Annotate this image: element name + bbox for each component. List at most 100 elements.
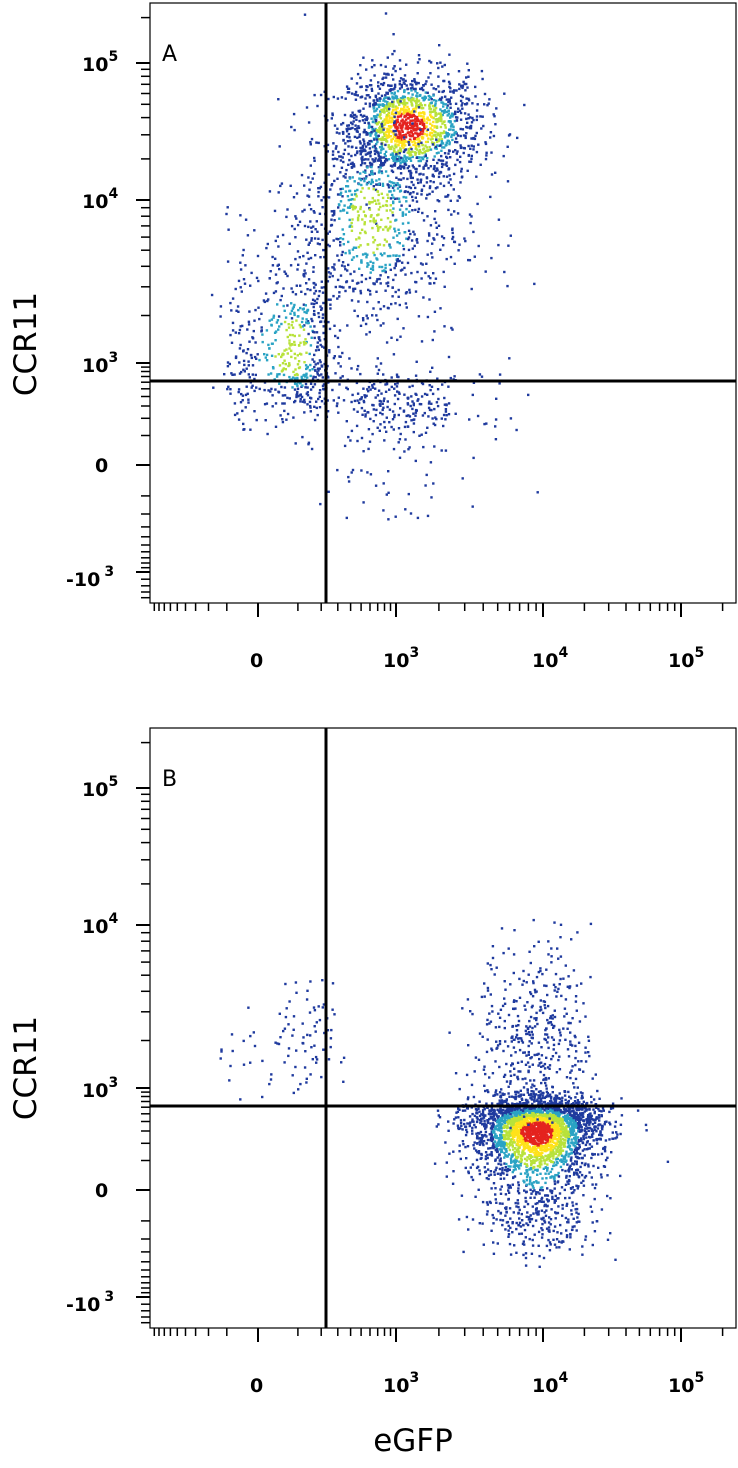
event-point	[377, 154, 380, 158]
event-point	[595, 1116, 598, 1119]
event-point	[383, 127, 386, 130]
event-point	[443, 63, 446, 67]
event-point	[408, 291, 412, 294]
event-point	[389, 184, 392, 187]
event-point	[379, 151, 382, 154]
event-point	[290, 349, 293, 352]
event-point	[480, 1117, 483, 1121]
event-point	[320, 308, 323, 311]
event-point	[534, 1155, 537, 1159]
event-point	[229, 333, 232, 337]
event-point	[399, 167, 402, 170]
event-point	[342, 399, 346, 402]
event-point	[299, 397, 302, 401]
event-point	[326, 232, 329, 235]
event-point	[371, 268, 375, 272]
event-point	[566, 1180, 569, 1183]
event-point	[424, 484, 427, 487]
event-point	[316, 362, 320, 365]
event-point	[379, 113, 382, 117]
event-point	[346, 195, 350, 198]
event-point	[522, 1147, 526, 1151]
event-point	[359, 85, 362, 89]
event-point	[461, 477, 464, 480]
event-point	[356, 150, 359, 153]
event-point	[250, 356, 253, 360]
event-point	[326, 410, 330, 413]
event-point	[481, 1136, 484, 1139]
event-point	[347, 475, 350, 479]
event-point	[376, 244, 379, 247]
event-point	[417, 81, 420, 85]
event-point	[444, 163, 447, 166]
event-point	[411, 86, 414, 89]
event-point	[379, 324, 382, 327]
event-point	[331, 153, 335, 156]
event-point	[393, 147, 396, 150]
event-point	[295, 395, 298, 399]
event-point	[372, 115, 376, 118]
event-point	[344, 251, 347, 255]
event-point	[383, 110, 386, 113]
event-point	[400, 125, 403, 128]
event-point	[384, 390, 388, 393]
event-point	[593, 1230, 597, 1233]
event-point	[390, 116, 393, 119]
event-point	[423, 119, 426, 122]
event-point	[234, 331, 237, 334]
event-point	[397, 228, 400, 231]
event-point	[278, 364, 282, 367]
event-point	[400, 86, 403, 89]
event-point	[593, 1111, 596, 1115]
event-point	[544, 1194, 547, 1197]
event-point	[442, 237, 446, 240]
event-point	[230, 372, 233, 375]
event-point	[516, 1150, 519, 1154]
event-point	[398, 456, 402, 459]
event-point	[449, 90, 452, 93]
event-point	[340, 166, 344, 169]
event-point	[350, 471, 353, 474]
event-point	[314, 228, 317, 231]
event-point	[358, 135, 361, 139]
event-point	[338, 155, 341, 158]
event-point	[482, 1139, 486, 1143]
event-point	[433, 423, 437, 427]
event-point	[305, 311, 308, 315]
event-point	[442, 131, 446, 134]
event-point	[464, 239, 467, 243]
event-point	[380, 218, 383, 221]
event-point	[356, 210, 360, 213]
event-point	[414, 87, 417, 91]
event-point	[434, 111, 438, 115]
event-point	[531, 1117, 534, 1121]
event-point	[413, 233, 416, 236]
event-point	[296, 268, 299, 271]
event-point	[306, 386, 309, 389]
event-point	[394, 151, 397, 154]
event-point	[396, 120, 400, 124]
event-point	[362, 319, 365, 322]
event-point	[327, 97, 330, 101]
event-point	[366, 117, 369, 120]
event-point	[291, 307, 295, 310]
event-point	[431, 392, 435, 396]
event-point	[338, 329, 342, 332]
event-point	[346, 387, 349, 391]
event-point	[410, 124, 413, 127]
event-point	[370, 163, 374, 166]
event-point	[319, 256, 322, 259]
event-point	[278, 373, 281, 376]
event-point	[231, 329, 235, 332]
event-point	[332, 294, 335, 298]
event-point	[577, 1140, 580, 1143]
event-point	[415, 409, 418, 412]
event-point	[381, 77, 384, 81]
event-point	[513, 1166, 517, 1169]
event-point	[516, 1136, 519, 1140]
event-point	[572, 1191, 575, 1194]
event-point	[422, 166, 425, 169]
event-point	[457, 1116, 460, 1119]
event-point	[281, 233, 285, 237]
event-point	[278, 382, 281, 385]
